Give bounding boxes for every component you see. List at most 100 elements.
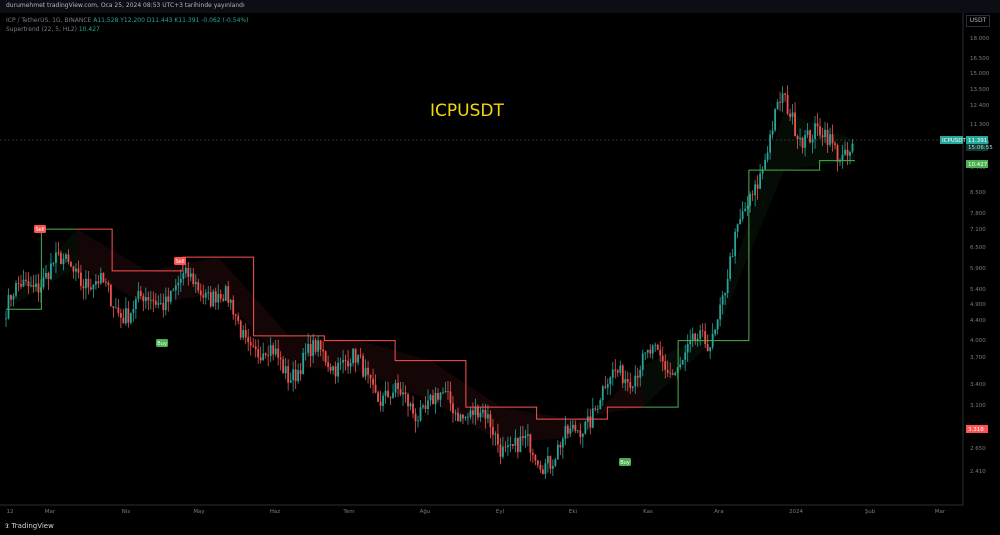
candle-body bbox=[789, 113, 791, 117]
candle-body bbox=[90, 287, 92, 290]
supertrend-up-badge-text: 10.427 bbox=[968, 162, 988, 168]
candle-body bbox=[549, 456, 552, 469]
ohlc-low: D11.443 bbox=[146, 17, 173, 24]
candle-body bbox=[664, 361, 667, 370]
candle-body bbox=[202, 295, 205, 298]
candle-body bbox=[354, 348, 357, 363]
candle-body bbox=[624, 379, 627, 384]
candle-body bbox=[124, 308, 127, 324]
candle-body bbox=[77, 268, 80, 273]
candle-body bbox=[556, 444, 559, 460]
tradingview-logo-icon: 𝕿 bbox=[5, 522, 12, 530]
price-tick-label: 15.000 bbox=[970, 71, 990, 77]
supertrend-segment bbox=[713, 169, 785, 342]
candle-body bbox=[794, 112, 796, 137]
candle-body bbox=[816, 123, 819, 127]
candle-body bbox=[536, 460, 539, 465]
candle-body bbox=[651, 345, 654, 354]
candle-body bbox=[237, 315, 240, 321]
candle-body bbox=[499, 444, 502, 457]
time-tick-label: Nis bbox=[122, 509, 131, 515]
candle-body bbox=[369, 374, 372, 379]
time-tick-label: Haz bbox=[270, 509, 281, 515]
candle-body bbox=[32, 285, 35, 287]
candle-body bbox=[172, 290, 175, 292]
candle-body bbox=[616, 370, 619, 373]
candle-body bbox=[749, 194, 752, 206]
symbol-tag-text: ICPUSDT bbox=[942, 138, 967, 144]
candle-body bbox=[75, 268, 77, 272]
candle-body bbox=[404, 392, 407, 395]
candle-body bbox=[656, 344, 659, 350]
time-tick-label: Ara bbox=[714, 509, 723, 515]
price-tick-label: 2.410 bbox=[970, 469, 986, 475]
candle-body bbox=[324, 351, 327, 363]
time-tick-label: Kas bbox=[643, 509, 653, 515]
indicator-legend-row[interactable]: Supertrend (22, 5, HL2) 10.427 bbox=[6, 25, 248, 34]
candle-body bbox=[834, 143, 836, 146]
sell-signal-2-label: Sell bbox=[175, 259, 184, 265]
candle-body bbox=[452, 403, 454, 414]
candle-body bbox=[269, 345, 272, 356]
candle-body bbox=[457, 412, 459, 422]
candle-body bbox=[739, 218, 742, 225]
candle-body bbox=[422, 405, 424, 408]
currency-label[interactable]: USDT bbox=[966, 15, 990, 27]
candle-body bbox=[359, 355, 362, 357]
candle-body bbox=[841, 154, 844, 161]
candle-body bbox=[689, 339, 692, 345]
candle-body bbox=[22, 279, 25, 287]
candle-body bbox=[319, 340, 322, 350]
candle-body bbox=[809, 130, 811, 143]
candle-body bbox=[659, 349, 662, 356]
candle-body bbox=[5, 318, 7, 320]
candle-body bbox=[157, 303, 160, 305]
candle-body bbox=[609, 377, 612, 385]
candle-body bbox=[357, 355, 359, 363]
supertrend-fill bbox=[501, 407, 572, 442]
time-tick-label: Ağu bbox=[420, 508, 431, 515]
candle-body bbox=[104, 282, 107, 284]
candle-body bbox=[82, 285, 85, 289]
candle-body bbox=[167, 296, 170, 302]
candle-body bbox=[122, 317, 125, 324]
time-tick-label: Mar bbox=[45, 509, 56, 515]
candle-body bbox=[744, 208, 747, 212]
candle-body bbox=[152, 299, 155, 301]
candle-body bbox=[731, 256, 734, 257]
candle-body bbox=[227, 286, 230, 303]
ohlc-high: Y12.200 bbox=[120, 17, 145, 24]
supertrend-segment bbox=[572, 406, 643, 420]
candle-body bbox=[569, 428, 572, 434]
supertrend-fill bbox=[572, 365, 643, 439]
candle-body bbox=[129, 312, 132, 323]
candle-body bbox=[384, 390, 387, 396]
candle-body bbox=[427, 400, 429, 409]
last-price-badge-text: 11.391 bbox=[968, 138, 987, 144]
candle-body bbox=[99, 273, 102, 284]
candle-body bbox=[764, 159, 767, 170]
supertrend-segment bbox=[6, 228, 77, 310]
tradingview-logo[interactable]: 𝕿 TradingView bbox=[5, 522, 54, 531]
candle-body bbox=[661, 355, 664, 362]
price-tick-label: 5.900 bbox=[970, 266, 986, 272]
brand-name: TradingView bbox=[11, 522, 54, 530]
candle-body bbox=[419, 407, 422, 421]
symbol-legend-row[interactable]: ICP / TetherUS, 1G, BINANCE A11.528 Y12.… bbox=[6, 16, 248, 25]
supertrend-up-badge-box bbox=[966, 160, 988, 168]
candle-body bbox=[746, 205, 749, 209]
chart-legend: ICP / TetherUS, 1G, BINANCE A11.528 Y12.… bbox=[6, 16, 248, 34]
candle-body bbox=[207, 292, 210, 294]
candle-body bbox=[159, 302, 162, 304]
candle-body bbox=[551, 465, 554, 469]
price-tick-label: 8.500 bbox=[970, 190, 986, 196]
candle-body bbox=[339, 362, 342, 364]
candle-body bbox=[45, 273, 47, 278]
candle-body bbox=[684, 352, 687, 360]
candle-body bbox=[849, 151, 851, 156]
candle-body bbox=[219, 294, 222, 299]
candle-body bbox=[487, 414, 489, 419]
candle-body bbox=[724, 292, 727, 296]
candle-body bbox=[634, 375, 637, 387]
